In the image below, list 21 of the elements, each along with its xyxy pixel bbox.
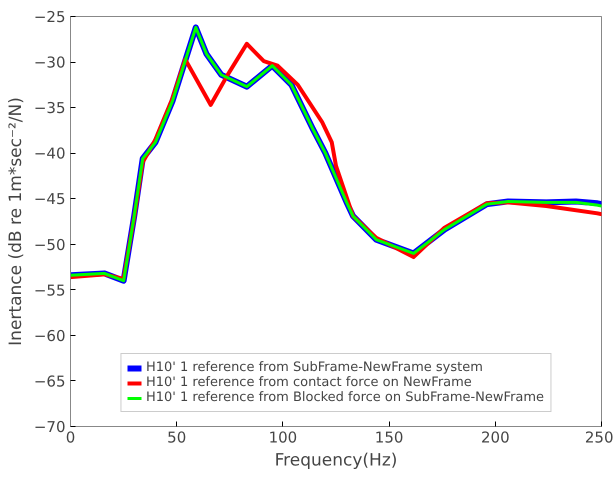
x-tick-label: 0 <box>66 428 76 446</box>
y-axis-title: Inertance (dB re 1m*sec⁻²/N) <box>6 97 26 346</box>
y-tick-label: −70 <box>34 418 66 436</box>
y-tick-label: −40 <box>34 144 66 163</box>
legend-label: H10' 1 reference from Blocked force on SubFrame-NewFrame <box>146 390 544 405</box>
x-tick-label: 100 <box>268 428 298 446</box>
y-tick-label: −25 <box>34 8 66 26</box>
y-tick-label: −45 <box>34 190 66 208</box>
x-axis-title: Frequency(Hz) <box>274 450 398 470</box>
legend-label: H10' 1 reference from SubFrame-NewFrame system <box>146 360 483 375</box>
y-tick-label: −55 <box>34 281 66 300</box>
y-tick-label: −30 <box>34 54 66 72</box>
y-tick-label: −50 <box>34 236 66 254</box>
x-tick-label: 150 <box>374 428 404 446</box>
x-tick-label: 50 <box>167 428 186 446</box>
x-tick-label: 200 <box>480 428 510 446</box>
y-tick-label: −60 <box>34 326 66 345</box>
y-tick-label: −35 <box>34 99 66 118</box>
x-tick-label: 250 <box>584 428 613 446</box>
legend-label: H10' 1 reference from contact force on NewFrame <box>146 375 472 390</box>
y-tick-label: −65 <box>34 372 66 390</box>
